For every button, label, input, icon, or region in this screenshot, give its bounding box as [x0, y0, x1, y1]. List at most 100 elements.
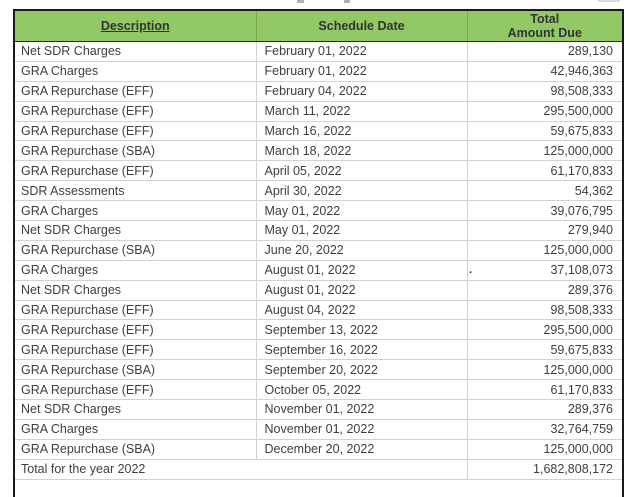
- table-row: GRA Repurchase (EFF) September 16, 2022 …: [15, 339, 622, 361]
- table-row: GRA Repurchase (EFF) March 11, 2022 295,…: [15, 101, 622, 122]
- table-row: GRA Repurchase (EFF) August 04, 2022 98,…: [15, 300, 622, 321]
- schedule-date-cell: March 18, 2022: [255, 140, 467, 162]
- description-cell: GRA Repurchase (EFF): [15, 379, 256, 401]
- schedule-date-cell: February 01, 2022: [255, 61, 467, 82]
- schedule-date-cell: February 04, 2022: [255, 81, 467, 102]
- description-cell: GRA Repurchase (SBA): [15, 439, 256, 460]
- table-row: GRA Repurchase (EFF) March 16, 2022 59,6…: [15, 121, 622, 142]
- description-cell: Net SDR Charges: [15, 41, 256, 62]
- table-row: Net SDR Charges May 01, 2022 279,940: [15, 220, 622, 241]
- schedule-date-cell: March 11, 2022: [255, 101, 467, 122]
- table-row: GRA Repurchase (SBA) December 20, 2022 1…: [15, 439, 622, 460]
- description-cell: GRA Charges: [15, 200, 256, 222]
- table-row: GRA Repurchase (EFF) April 05, 2022 61,1…: [15, 160, 622, 182]
- table-row: GRA Charges November 01, 2022 32,764,759: [15, 419, 622, 440]
- amount-cell: 54,362: [466, 180, 622, 202]
- table-row: GRA Charges February 01, 2022 42,946,363: [15, 61, 622, 82]
- amount-cell: 279,940: [466, 220, 622, 241]
- amount-cell: 39,076,795: [466, 200, 622, 222]
- schedule-date-cell: September 20, 2022: [255, 359, 467, 381]
- description-sort-link[interactable]: Description: [100, 19, 170, 33]
- amount-cell: 289,376: [466, 280, 622, 301]
- cutoff-text-remnant: [297, 0, 304, 3]
- amount-cell: 295,500,000: [466, 101, 622, 122]
- amount-cell: 125,000,000: [466, 439, 622, 460]
- cutoff-text-remnant: [344, 0, 350, 3]
- description-cell: GRA Repurchase (EFF): [15, 81, 256, 102]
- total-amount-header-line1: Total: [530, 12, 560, 26]
- table-row: GRA Charges August 01, 2022 37,108,073: [15, 260, 622, 281]
- table-row: GRA Repurchase (EFF) February 04, 2022 9…: [15, 81, 622, 102]
- description-cell: GRA Charges: [15, 260, 256, 281]
- schedule-date-cell: November 01, 2022: [255, 419, 467, 440]
- description-cell: GRA Repurchase (EFF): [15, 121, 256, 142]
- description-cell: GRA Charges: [15, 61, 256, 82]
- table-row: Net SDR Charges November 01, 2022 289,37…: [15, 399, 622, 420]
- schedule-date-column-header: Schedule Date: [255, 11, 467, 42]
- amount-cell: 98,508,333: [466, 300, 622, 321]
- description-cell: Net SDR Charges: [15, 399, 256, 420]
- total-amount-due-column-header: Total Amount Due: [466, 11, 622, 42]
- schedule-date-cell: September 16, 2022: [255, 339, 467, 361]
- schedule-date-cell: April 05, 2022: [255, 160, 467, 182]
- description-cell: GRA Repurchase (EFF): [15, 101, 256, 122]
- total-label-cell: Total for the year 2022: [15, 459, 467, 480]
- payment-schedule-table: Description Schedule Date Total Amount D…: [15, 11, 622, 480]
- description-cell: Net SDR Charges: [15, 280, 256, 301]
- amount-cell: 125,000,000: [466, 359, 622, 381]
- schedule-date-cell: August 01, 2022: [255, 280, 467, 301]
- amount-cell: 37,108,073: [466, 260, 622, 281]
- description-cell: Net SDR Charges: [15, 220, 256, 241]
- amount-cell: 61,170,833: [466, 160, 622, 182]
- amount-cell: 32,764,759: [466, 419, 622, 440]
- total-amount-cell: 1,682,808,172: [466, 459, 622, 480]
- description-cell: GRA Repurchase (EFF): [15, 160, 256, 182]
- stray-dot-artifact: .: [469, 264, 473, 276]
- description-cell: SDR Assessments: [15, 180, 256, 202]
- schedule-date-cell: October 05, 2022: [255, 379, 467, 401]
- description-cell: GRA Repurchase (SBA): [15, 140, 256, 162]
- schedule-date-cell: May 01, 2022: [255, 200, 467, 222]
- schedule-date-cell: September 13, 2022: [255, 319, 467, 341]
- amount-cell: 125,000,000: [466, 140, 622, 162]
- table-row: GRA Repurchase (SBA) June 20, 2022 125,0…: [15, 240, 622, 261]
- schedule-date-cell: November 01, 2022: [255, 399, 467, 420]
- amount-cell: 42,946,363: [466, 61, 622, 82]
- description-cell: GRA Repurchase (EFF): [15, 300, 256, 321]
- description-cell: GRA Charges: [15, 419, 256, 440]
- schedule-table-frame: Description Schedule Date Total Amount D…: [13, 9, 624, 497]
- amount-cell: 295,500,000: [466, 319, 622, 341]
- table-row: Net SDR Charges February 01, 2022 289,13…: [15, 41, 622, 62]
- amount-cell: 289,376: [466, 399, 622, 420]
- schedule-date-cell: June 20, 2022: [255, 240, 467, 261]
- cutoff-text-remnant: [598, 0, 620, 2]
- amount-cell: 98,508,333: [466, 81, 622, 102]
- amount-cell: 289,130: [466, 41, 622, 62]
- schedule-date-cell: February 01, 2022: [255, 41, 467, 62]
- description-cell: GRA Repurchase (SBA): [15, 240, 256, 261]
- schedule-date-cell: August 01, 2022: [255, 260, 467, 281]
- table-row: GRA Repurchase (SBA) March 18, 2022 125,…: [15, 140, 622, 162]
- amount-cell: 59,675,833: [466, 339, 622, 361]
- header-row: Description Schedule Date Total Amount D…: [15, 11, 622, 42]
- total-row: Total for the year 2022 1,682,808,172: [15, 459, 622, 480]
- table-row: GRA Repurchase (SBA) September 20, 2022 …: [15, 359, 622, 381]
- schedule-date-cell: May 01, 2022: [255, 220, 467, 241]
- schedule-date-cell: August 04, 2022: [255, 300, 467, 321]
- amount-cell: 125,000,000: [466, 240, 622, 261]
- table-row: GRA Repurchase (EFF) September 13, 2022 …: [15, 319, 622, 341]
- schedule-date-cell: December 20, 2022: [255, 439, 467, 460]
- schedule-date-cell: April 30, 2022: [255, 180, 467, 202]
- description-column-header[interactable]: Description: [15, 11, 256, 42]
- table-row: Net SDR Charges August 01, 2022 289,376: [15, 280, 622, 301]
- description-cell: GRA Repurchase (EFF): [15, 339, 256, 361]
- table-row: GRA Repurchase (EFF) October 05, 2022 61…: [15, 379, 622, 401]
- amount-cell: 59,675,833: [466, 121, 622, 142]
- amount-cell: 61,170,833: [466, 379, 622, 401]
- description-cell: GRA Repurchase (SBA): [15, 359, 256, 381]
- table-row: GRA Charges May 01, 2022 39,076,795: [15, 200, 622, 222]
- schedule-date-cell: March 16, 2022: [255, 121, 467, 142]
- total-amount-header-line2: Amount Due: [507, 26, 582, 40]
- description-cell: GRA Repurchase (EFF): [15, 319, 256, 341]
